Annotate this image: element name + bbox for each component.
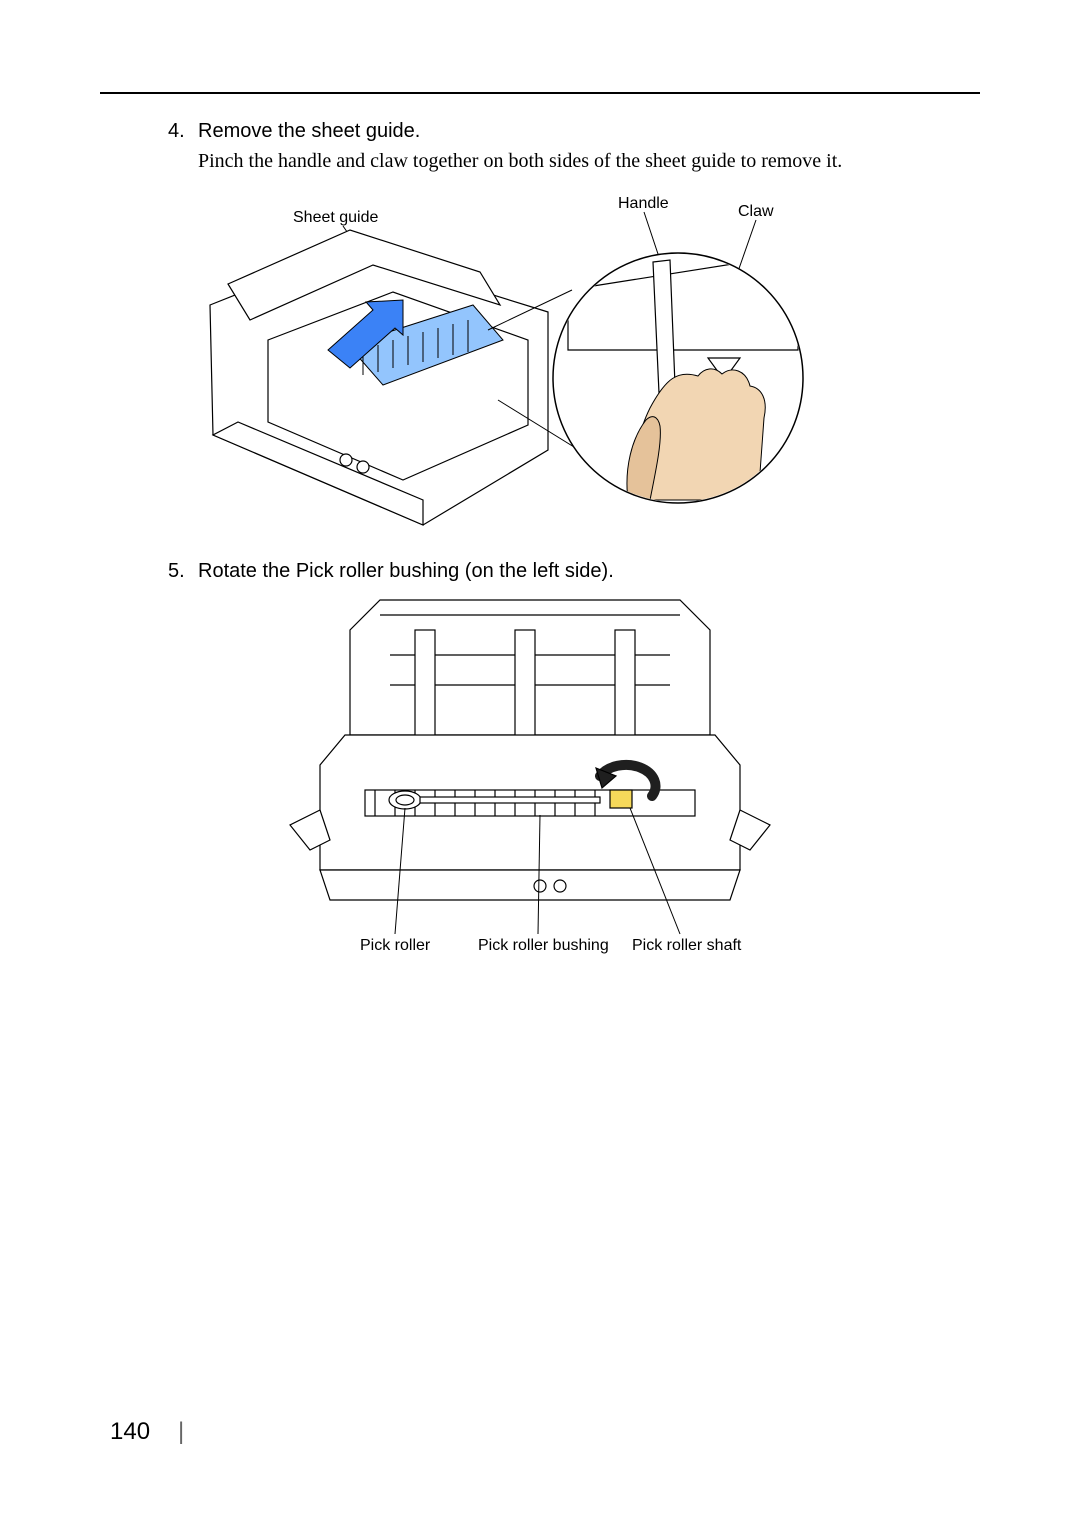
- figure-2: Pick roller Pick roller bushing Pick rol…: [280, 590, 800, 960]
- step-4-title: Remove the sheet guide.: [198, 120, 420, 143]
- label-pick-roller-shaft: Pick roller shaft: [632, 937, 742, 954]
- step-4-number: 4.: [168, 120, 185, 143]
- step-5-title: Rotate the Pick roller bushing (on the l…: [198, 560, 614, 583]
- scanner-open-body: [290, 600, 770, 900]
- label-claw: Claw: [738, 203, 774, 220]
- step-5-number: 5.: [168, 560, 185, 583]
- page-number-separator: |: [178, 1418, 184, 1446]
- pick-roller: [389, 791, 421, 809]
- figure-1: Sheet guide Handle Claw: [198, 190, 808, 535]
- label-handle: Handle: [618, 195, 669, 212]
- page: 4. Remove the sheet guide. Pinch the han…: [0, 0, 1080, 1528]
- label-pick-roller: Pick roller: [360, 937, 431, 954]
- step-4-body: Pinch the handle and claw together on bo…: [198, 150, 842, 173]
- page-number: 140: [110, 1418, 150, 1446]
- label-sheet-guide: Sheet guide: [293, 209, 379, 226]
- top-rule: [100, 92, 980, 94]
- label-pick-roller-bushing: Pick roller bushing: [478, 937, 609, 954]
- pick-roller-shaft: [420, 797, 600, 803]
- zoom-detail: [553, 253, 803, 503]
